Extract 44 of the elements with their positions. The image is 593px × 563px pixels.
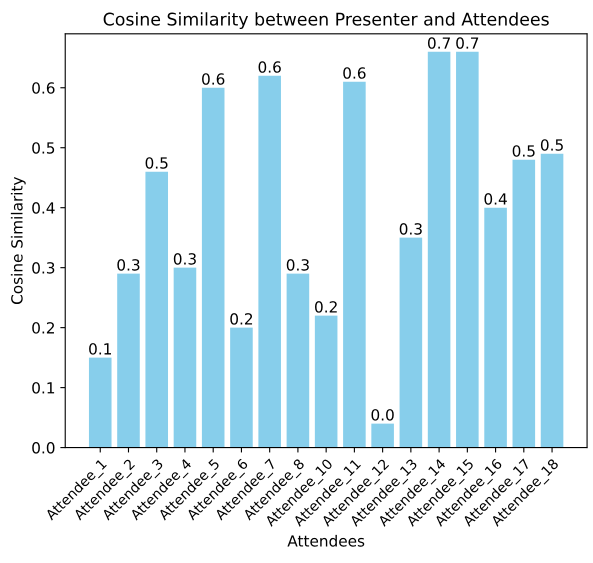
y-tick-label: 0.5 <box>32 142 54 154</box>
data-label: 0.2 <box>315 301 337 313</box>
bar <box>484 208 507 448</box>
bar <box>145 172 168 448</box>
bar <box>428 52 450 448</box>
bar <box>314 316 338 448</box>
y-tick-label: 0.0 <box>32 442 54 454</box>
bar <box>258 76 281 448</box>
bar <box>230 328 253 448</box>
chart-title: Cosine Similarity between Presenter and Attendees <box>104 12 549 30</box>
data-label: 0.7 <box>428 37 450 49</box>
data-label: 0.0 <box>371 409 394 421</box>
data-label: 0.6 <box>202 73 224 85</box>
data-label: 0.5 <box>540 139 563 151</box>
bar <box>456 52 479 448</box>
bar <box>371 424 394 448</box>
data-label: 0.3 <box>174 253 196 265</box>
y-tick-label: 0.1 <box>32 382 54 394</box>
data-label: 0.6 <box>343 67 366 79</box>
bar <box>512 160 536 448</box>
y-tick-label: 0.4 <box>32 202 55 214</box>
bar <box>202 88 224 448</box>
data-label: 0.3 <box>400 223 422 235</box>
bar <box>540 154 564 448</box>
bar <box>343 82 366 448</box>
data-label: 0.3 <box>286 259 309 271</box>
data-label: 0.1 <box>89 343 111 355</box>
y-axis-title: Cosine Similarity <box>10 176 26 304</box>
bar <box>174 268 196 448</box>
y-tick-label: 0.3 <box>32 262 54 274</box>
data-label: 0.4 <box>484 193 507 205</box>
bar <box>286 274 310 448</box>
bar <box>400 238 422 448</box>
x-axis-title: Attendees <box>287 534 364 547</box>
data-label: 0.5 <box>512 145 535 157</box>
data-label: 0.6 <box>258 61 281 73</box>
data-label: 0.7 <box>456 37 478 49</box>
data-label: 0.5 <box>146 157 168 169</box>
y-tick-label: 0.6 <box>32 82 55 94</box>
data-label: 0.2 <box>230 313 252 325</box>
bar <box>117 274 140 448</box>
y-tick-label: 0.2 <box>32 322 54 334</box>
bar <box>88 358 112 448</box>
data-label: 0.3 <box>117 259 140 271</box>
